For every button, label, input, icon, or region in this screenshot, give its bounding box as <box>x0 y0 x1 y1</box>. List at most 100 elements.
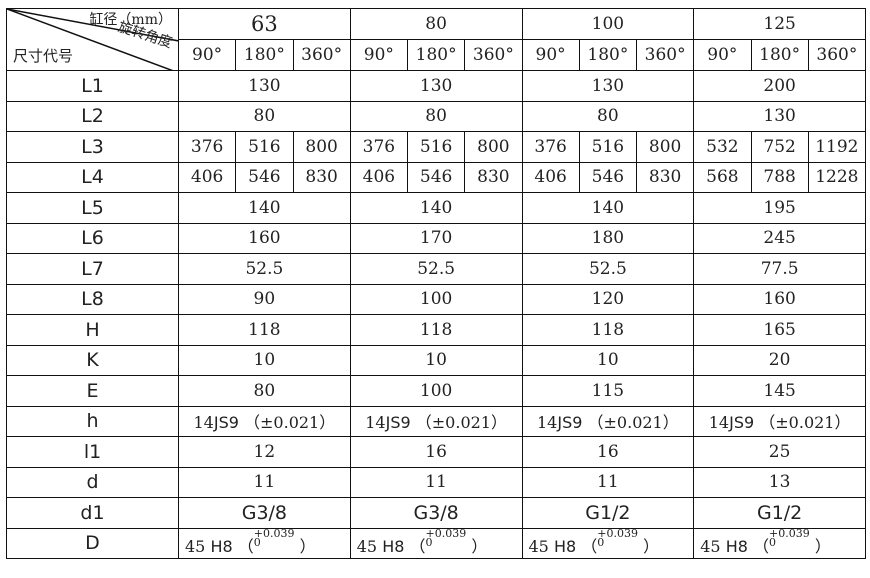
value-cell: 80 <box>178 375 351 407</box>
angle-header: 90° <box>693 39 752 71</box>
value-cell: 800 <box>635 131 695 163</box>
table-row: K 10 10 10 20 <box>6 344 866 376</box>
value-cell: 376 <box>177 131 237 163</box>
angle-header: 180° <box>406 39 466 71</box>
angle-header: 180° <box>578 39 638 71</box>
h8-upper: +0.039 <box>425 528 467 541</box>
js-tol: （±0.021） <box>415 413 507 433</box>
bore-125: 125 <box>693 8 866 40</box>
value-cell: 14JS9 （±0.021） <box>693 405 866 437</box>
value-cell: 90 <box>178 283 351 315</box>
value-cell: 1228 <box>807 161 867 193</box>
value-cell: 406 <box>521 161 580 193</box>
table-row: L8 90 100 120 160 <box>6 283 866 315</box>
diagonal-lines <box>7 9 178 70</box>
value-cell: 1192 <box>807 131 867 163</box>
value-cell: 546 <box>235 161 294 193</box>
value-cell: 118 <box>349 314 523 346</box>
value-cell: 14JS9 （±0.021） <box>349 405 523 437</box>
h8-fit: H8 <box>382 537 405 557</box>
value-cell: 80 <box>521 100 695 132</box>
value-cell: 52.5 <box>349 253 523 285</box>
value-cell: 11 <box>521 466 695 498</box>
code-label: 尺寸代号 <box>13 47 74 65</box>
angle-header: 180° <box>750 39 809 71</box>
value-cell: 14JS9 （±0.021） <box>521 405 695 437</box>
value-cell: 16 <box>349 436 523 468</box>
table-row: L3 376 516 800 376 516 800 376 516 800 532 752 1192 <box>6 131 867 163</box>
value-cell: 100 <box>349 375 523 407</box>
dimension-code: L6 <box>6 222 179 254</box>
angle-header: 360° <box>807 39 867 71</box>
value-cell: 130 <box>693 100 866 132</box>
h8-upper: +0.039 <box>597 528 638 541</box>
h8-size: 45 <box>528 537 549 557</box>
dimension-code: L3 <box>6 131 179 163</box>
value-cell: 10 <box>349 344 523 376</box>
value-cell: 516 <box>235 131 294 163</box>
value-cell: 160 <box>693 283 866 315</box>
value-cell: 170 <box>349 222 523 254</box>
value-cell: 516 <box>406 131 466 163</box>
value-cell: 800 <box>464 131 523 163</box>
table-row: E 80 100 115 145 <box>6 375 866 407</box>
value-cell: 830 <box>635 161 695 193</box>
bore-80: 80 <box>349 8 523 40</box>
value-cell: 546 <box>406 161 466 193</box>
value-cell: 140 <box>521 192 695 224</box>
bore-label: 缸径（mm） <box>89 12 172 28</box>
table-row: d 11 11 11 13 <box>6 466 866 498</box>
bore-63: 63 <box>178 8 351 40</box>
h8-lower: 0 <box>253 536 261 550</box>
value-cell: 100 <box>349 283 523 315</box>
table-row: L2 80 80 80 130 <box>6 100 866 132</box>
dimension-code: h <box>6 405 179 437</box>
value-cell: 180 <box>521 222 695 254</box>
h8-upper: +0.039 <box>769 528 810 541</box>
value-cell: 406 <box>177 161 237 193</box>
value-cell: 788 <box>750 161 809 193</box>
value-cell: 11 <box>178 466 351 498</box>
value-cell: 14JS9 （±0.021） <box>178 405 351 437</box>
dimension-code: H <box>6 314 179 346</box>
value-cell: 568 <box>693 161 752 193</box>
table-row: l1 12 16 16 25 <box>6 436 866 468</box>
js-size: 14 <box>365 413 386 433</box>
dimension-code: L5 <box>6 192 179 224</box>
table-row: L7 52.5 52.5 52.5 77.5 <box>6 253 866 285</box>
dimension-code: d <box>6 466 179 498</box>
dimension-code: L8 <box>6 283 179 315</box>
js-fit: JS9 <box>385 413 411 433</box>
value-cell: 20 <box>693 344 866 376</box>
table-row: h 14JS9 （±0.021） 14JS9 （±0.021） 14JS9 （±0.0… <box>6 405 866 437</box>
value-cell: 120 <box>521 283 695 315</box>
value-cell: 532 <box>693 131 752 163</box>
angle-header: 180° <box>235 39 294 71</box>
js-size: 14 <box>537 413 558 433</box>
dimension-code: L1 <box>6 70 179 102</box>
value-cell: 118 <box>178 314 351 346</box>
h8-lower: 0 <box>597 536 605 550</box>
js-tol: （±0.021） <box>587 413 679 433</box>
corner-header: 缸径（mm） 旋转角度 尺寸代号 <box>6 8 179 71</box>
value-cell: 160 <box>178 222 351 254</box>
table-row: L4 406 546 830 406 546 830 406 546 830 568 788 1228 <box>6 161 867 193</box>
angle-header: 90° <box>349 39 409 71</box>
h8-lower: 0 <box>769 536 777 550</box>
value-cell: 140 <box>349 192 523 224</box>
js-fit: JS9 <box>729 413 755 433</box>
value-cell: 25 <box>693 436 866 468</box>
value-cell: 140 <box>178 192 351 224</box>
value-cell: G1/2 <box>693 497 866 529</box>
value-cell: 118 <box>521 314 695 346</box>
value-cell: 130 <box>521 70 695 102</box>
value-cell: 13 <box>693 466 866 498</box>
value-cell: 516 <box>578 131 638 163</box>
value-cell: 406 <box>349 161 409 193</box>
angle-header: 360° <box>464 39 523 71</box>
bore-100: 100 <box>521 8 695 40</box>
value-cell: 376 <box>349 131 409 163</box>
js-tol: （±0.021） <box>759 413 851 433</box>
angle-header: 90° <box>521 39 580 71</box>
js-size: 14 <box>193 413 214 433</box>
